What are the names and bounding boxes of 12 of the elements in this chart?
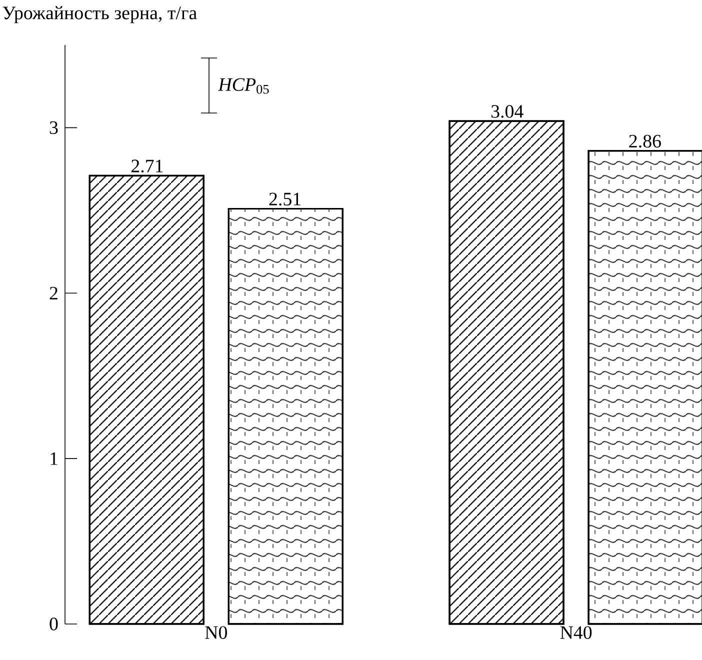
data-label: 2.71 xyxy=(132,160,163,172)
x-tick-label: N40 xyxy=(560,626,592,639)
data-label: 2.51 xyxy=(269,192,301,206)
y-tick-label: 2 xyxy=(50,286,58,300)
y-tick-label: 1 xyxy=(50,452,58,465)
y-tick-label: 3 xyxy=(50,121,58,134)
data-label: 3.04 xyxy=(491,105,524,118)
annotation: HCP$_{05}$ xyxy=(218,78,269,94)
data-label: 2.86 xyxy=(629,134,661,148)
x-tick-label: N0 xyxy=(205,626,227,639)
y-axis-title: Урожайность зерна, т/га xyxy=(2,6,197,24)
y-tick-label: 0 xyxy=(50,618,58,630)
